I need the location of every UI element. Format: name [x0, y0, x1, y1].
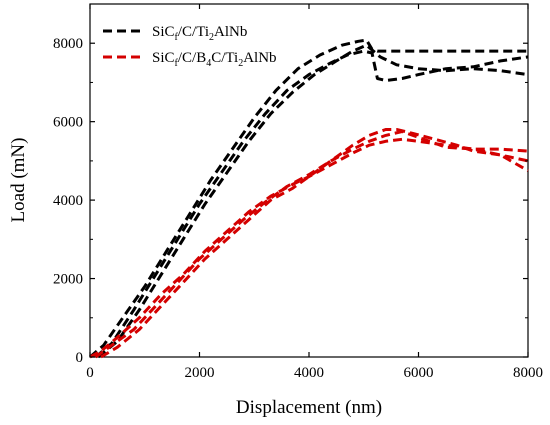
legend-label-0-part-0: SiC — [152, 24, 175, 40]
series-0-curve-1 — [94, 49, 529, 359]
y-tick-label-2: 4000 — [53, 193, 83, 209]
legend-label-1-part-0: SiC — [152, 50, 175, 66]
legend-label-0-part-4: AlNb — [214, 24, 247, 40]
legend-label-1-part-5: 2 — [238, 58, 243, 69]
legend-label-0: SiCf/C/Ti2AlNb — [152, 24, 247, 43]
series-1-curve-0 — [89, 137, 529, 359]
x-tick-label-0: 0 — [86, 365, 94, 381]
legend-label-0-part-1: f — [175, 32, 179, 43]
x-tick-label-2: 4000 — [294, 365, 324, 381]
x-axis-label: Displacement (nm) — [236, 397, 382, 418]
series-1-curve-1 — [94, 130, 529, 359]
y-tick-label-4: 8000 — [53, 36, 83, 52]
y-tick-label-1: 2000 — [53, 272, 83, 288]
series-1-curve-2 — [100, 128, 529, 359]
legend-label-1-part-3: 4 — [206, 58, 211, 69]
legend-label-1-part-1: f — [175, 58, 179, 69]
legend-label-1-part-4: C/Ti — [211, 50, 238, 66]
x-tick-label-4: 8000 — [513, 365, 543, 381]
series-0-curve-0 — [89, 38, 528, 359]
x-tick-label-1: 2000 — [185, 365, 215, 381]
legend-label-1-part-6: AlNb — [243, 50, 276, 66]
y-axis-label: Load (mN) — [8, 138, 29, 223]
legend-label-0-part-3: 2 — [209, 32, 214, 43]
y-tick-label-0: 0 — [76, 350, 84, 366]
x-tick-label-3: 6000 — [404, 365, 434, 381]
y-tick-label-3: 6000 — [53, 115, 83, 131]
legend-label-1: SiCf/C/B4C/Ti2AlNb — [152, 50, 277, 69]
series-0-curve-2 — [97, 43, 529, 359]
curves-layer — [89, 38, 529, 359]
ticks-layer: 0 2000 4000 6000 8000 0 2000 4000 6000 8000 — [53, 3, 543, 381]
legend-label-0-part-2: /C/Ti — [178, 24, 209, 40]
legend-label-1-part-2: /C/B — [178, 50, 206, 66]
